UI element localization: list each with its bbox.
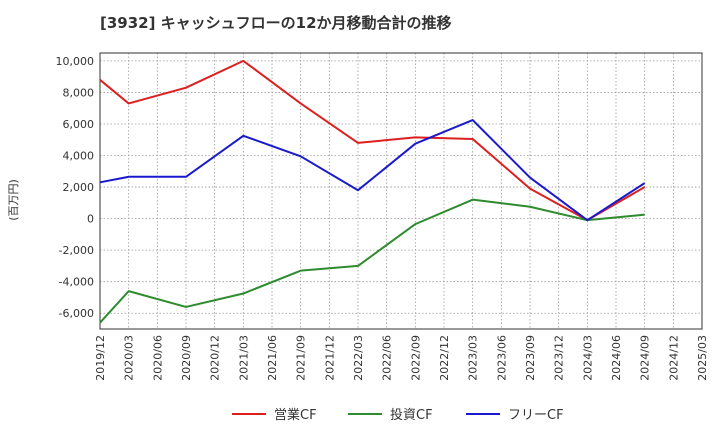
x-tick-label: 2021/12 (323, 335, 336, 381)
x-tick-label: 2024/06 (610, 335, 623, 381)
legend: 営業CF 投資CF フリーCF (232, 407, 564, 423)
x-tick-label: 2021/03 (237, 335, 250, 381)
series-lines (99, 59, 646, 324)
x-tick-label: 2023/06 (495, 335, 508, 381)
x-tick-label: 2020/03 (123, 335, 136, 381)
x-tick-label: 2022/12 (438, 335, 451, 381)
y-tick-label: -2,000 (59, 244, 94, 257)
series-line-営業CF (99, 59, 646, 222)
y-axis-label: (百万円) (7, 179, 20, 221)
legend-label: 営業CF (274, 407, 317, 423)
x-tick-label: 2022/06 (381, 335, 394, 381)
x-tick-label: 2022/09 (409, 335, 422, 381)
x-axis-ticks: 2019/12 2020/03 2020/06 2020/09 2020/12 2021/… (94, 335, 709, 381)
x-tick-label: 2024/03 (581, 335, 594, 381)
y-tick-label: 6,000 (63, 118, 95, 131)
y-tick-label: -4,000 (59, 276, 94, 289)
x-tick-label: 2024/09 (639, 335, 652, 381)
chart-title: [3932] キャッシュフローの12か月移動合計の推移 (100, 14, 452, 32)
series-line-フリーCF (99, 119, 646, 222)
x-tick-label: 2020/09 (180, 335, 193, 381)
plot-frame (99, 52, 703, 330)
x-tick-label: 2021/06 (266, 335, 279, 381)
x-tick-label: 2021/09 (295, 335, 308, 381)
grid-lines (99, 53, 703, 329)
x-tick-label: 2020/12 (209, 335, 222, 381)
x-tick-label: 2023/03 (467, 335, 480, 381)
y-tick-label: 2,000 (63, 181, 95, 194)
y-tick-label: 4,000 (63, 150, 95, 163)
y-axis-ticks: 10,000 8,000 6,000 4,000 2,000 0 -2,000 -4,000 -… (56, 55, 95, 320)
y-tick-label: 10,000 (56, 55, 95, 68)
y-tick-label: -6,000 (59, 307, 94, 320)
x-tick-label: 2020/06 (151, 335, 164, 381)
y-tick-label: 0 (87, 213, 94, 226)
x-tick-label: 2023/09 (524, 335, 537, 381)
x-tick-label: 2023/12 (553, 335, 566, 381)
series-line-投資CF (99, 198, 645, 324)
x-tick-label: 2025/03 (696, 335, 709, 381)
x-tick-label: 2024/12 (667, 335, 680, 381)
legend-label: 投資CF (390, 407, 433, 423)
y-tick-label: 8,000 (63, 86, 95, 99)
x-tick-label: 2019/12 (94, 335, 107, 381)
legend-label: フリーCF (508, 408, 564, 423)
x-tick-label: 2022/03 (352, 335, 365, 381)
